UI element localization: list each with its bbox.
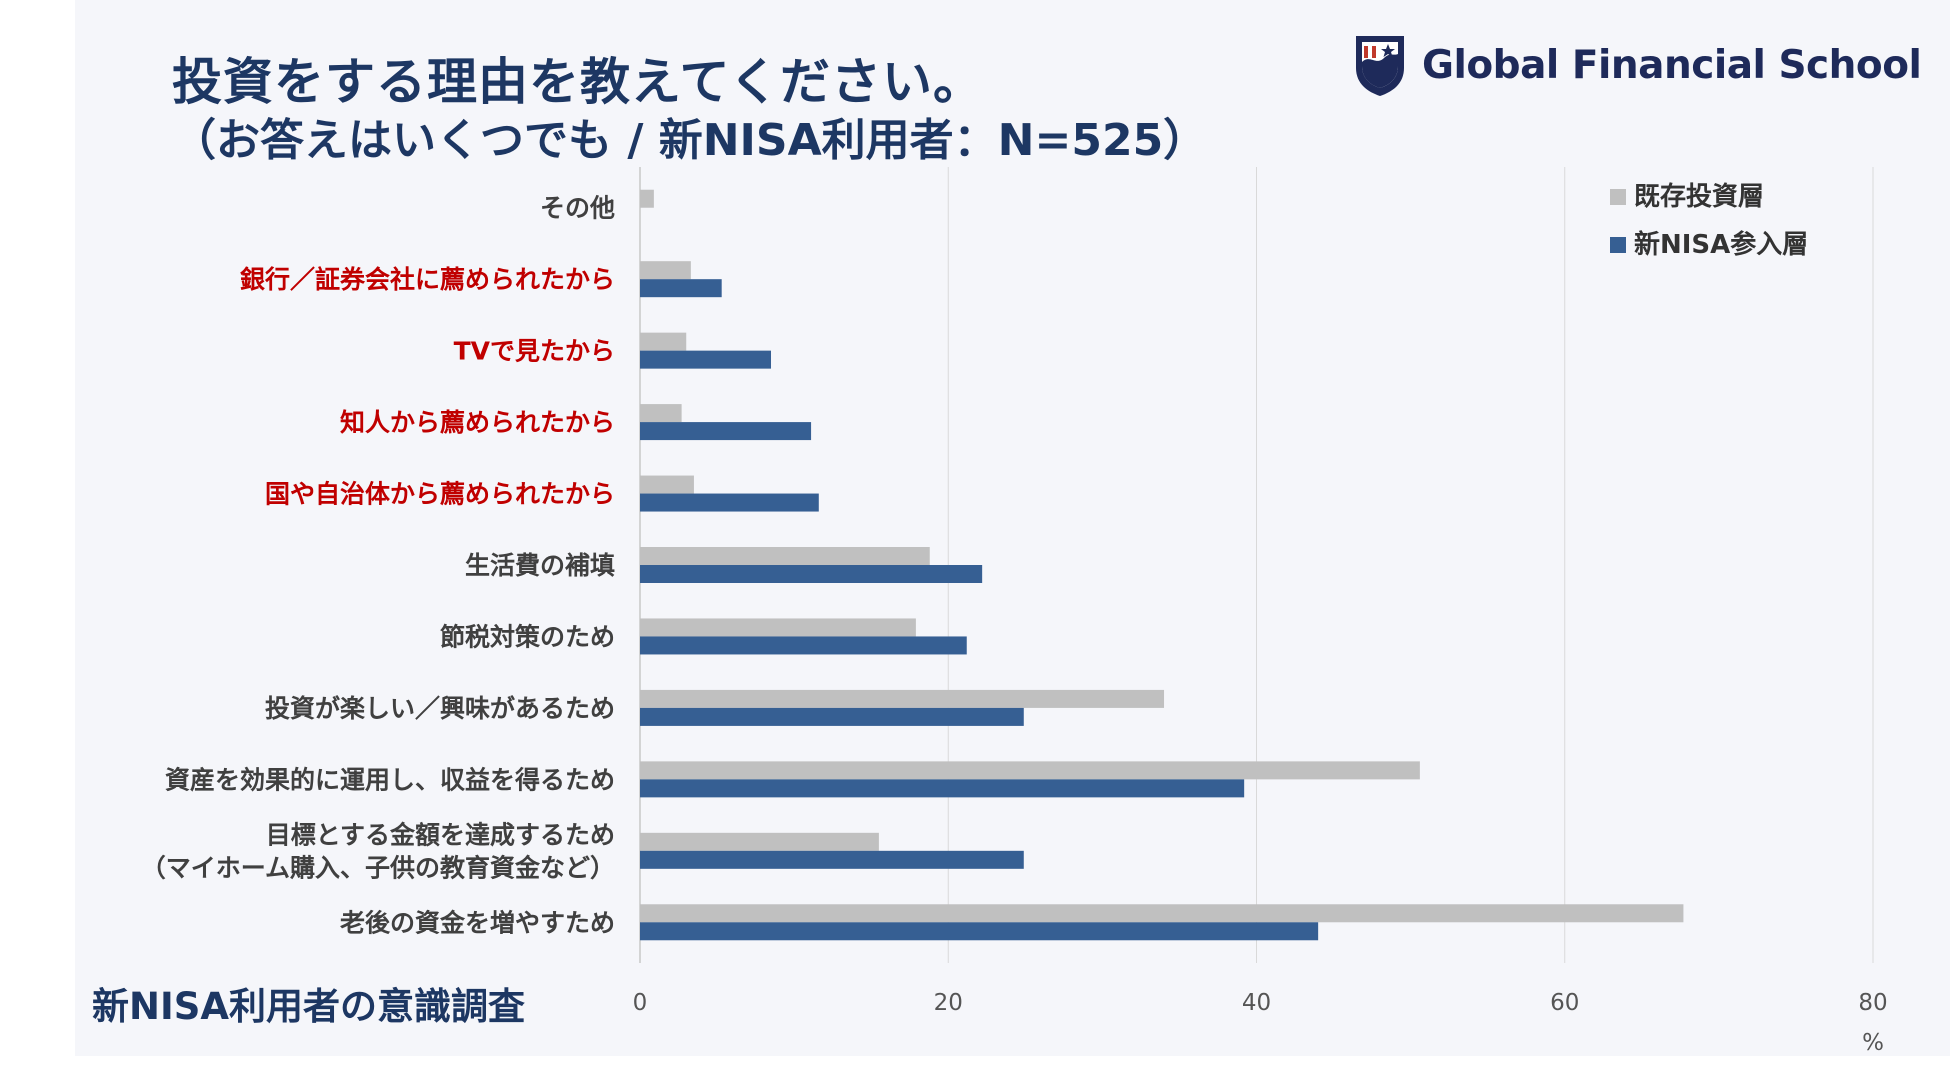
- bar-new: [640, 279, 722, 298]
- bar-new: [640, 850, 1024, 869]
- x-axis-unit: %: [1862, 1030, 1884, 1056]
- category-label: 銀行／証券会社に薦められたから: [240, 265, 615, 294]
- bar-new: [640, 707, 1024, 726]
- category-label: TVで見たから: [454, 337, 615, 366]
- bars: [640, 189, 1684, 941]
- category-label: （マイホーム購入、子供の教育資金など）: [141, 853, 615, 882]
- bar-new: [640, 636, 967, 655]
- logo: Global Financial School: [1352, 30, 1922, 100]
- legend-label-existing: 既存投資層: [1634, 182, 1764, 212]
- bar-existing: [640, 761, 1420, 780]
- bar-existing: [640, 689, 1165, 708]
- page-title: 投資をする理由を教えてください。: [172, 53, 984, 111]
- bar-existing: [640, 475, 694, 494]
- bar-existing: [640, 404, 682, 423]
- category-label: 老後の資金を増やすため: [340, 908, 615, 937]
- bar-existing: [640, 618, 916, 637]
- category-label: 目標とする金額を達成するため: [266, 820, 615, 849]
- category-label: 投資が楽しい／興味があるため: [265, 694, 615, 723]
- bar-new: [640, 350, 772, 369]
- x-tick-label: 0: [633, 990, 648, 1016]
- logo-text: Global Financial School: [1422, 42, 1922, 88]
- x-tick-label: 40: [1242, 990, 1271, 1016]
- survey-name: 新NISA利用者の意識調査: [92, 985, 526, 1028]
- bar-existing: [640, 904, 1684, 923]
- category-label: その他: [540, 194, 615, 223]
- bar-new: [640, 422, 812, 441]
- x-tick-label: 60: [1550, 990, 1579, 1016]
- bar-existing: [640, 332, 687, 351]
- chart-panel: [75, 0, 1950, 1056]
- category-label: 知人から薦められたから: [340, 408, 615, 437]
- bar-new: [640, 565, 983, 583]
- category-label: 節税対策のため: [440, 622, 615, 651]
- bar-existing: [640, 832, 879, 851]
- legend-label-new: 新NISA参入層: [1634, 229, 1808, 260]
- page-subtitle: （お答えはいくつでも / 新NISA利用者：N=525）: [172, 115, 1208, 166]
- category-label: 資産を効果的に運用し、収益を得るため: [165, 765, 615, 794]
- category-label: 国や自治体から薦められたから: [265, 480, 615, 509]
- bar-existing: [640, 189, 654, 208]
- x-tick-label: 80: [1858, 990, 1887, 1016]
- bar-new: [640, 922, 1319, 941]
- legend-swatch-existing: [1610, 189, 1626, 205]
- legend-swatch-new: [1610, 237, 1626, 253]
- bar-existing: [640, 261, 691, 280]
- bar-new: [640, 493, 819, 512]
- bar-existing: [640, 547, 930, 565]
- category-label: 生活費の補填: [465, 551, 615, 580]
- shield-logo-icon: [1356, 36, 1404, 96]
- bar-new: [640, 779, 1245, 798]
- x-axis-ticks: 0 20 40 60 80%: [633, 990, 1888, 1056]
- x-tick-label: 20: [934, 990, 963, 1016]
